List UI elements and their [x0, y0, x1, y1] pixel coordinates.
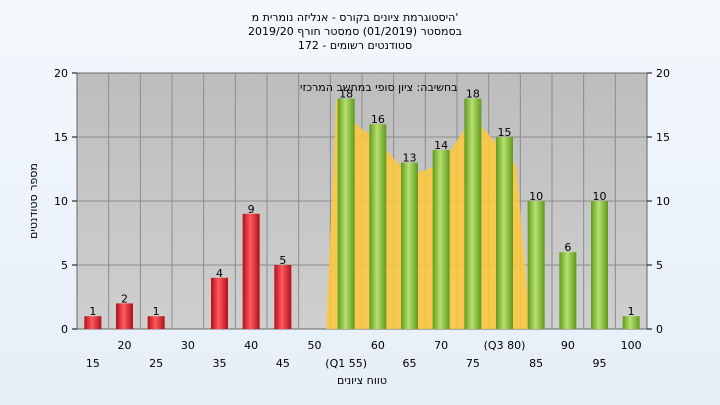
bars-group: [84, 98, 640, 329]
y-tick-label-right: 0: [656, 323, 663, 336]
bar-40: [242, 213, 260, 329]
x-tick-label-upper: 50: [308, 339, 322, 352]
data-label-80: 15: [498, 126, 512, 139]
x-tick-label-upper: 70: [434, 339, 448, 352]
x-tick-label-lower: 85: [529, 357, 543, 370]
data-label-70: 14: [434, 139, 448, 152]
y-tick-label-right: 5: [656, 259, 663, 272]
bar-35: [211, 277, 228, 329]
data-label-75: 18: [466, 88, 480, 101]
data-label-40: 9: [248, 203, 255, 216]
y-ticks-left: 0 5 10 15 20: [54, 67, 77, 336]
data-label-65: 13: [403, 152, 417, 165]
bar-70: [432, 149, 450, 329]
y-ticks-right: 0 5 10 15 20: [647, 67, 670, 336]
x-tick-label-lower: 65: [403, 357, 417, 370]
x-tick-label-lower: 15: [86, 357, 100, 370]
bar-90: [559, 252, 577, 329]
bar-95: [591, 201, 608, 329]
x-tick-label-lower: 95: [593, 357, 607, 370]
bar-85: [527, 201, 545, 329]
bar-60: [369, 124, 387, 329]
data-label-20: 2: [121, 292, 128, 305]
x-tick-label-lower: 45: [276, 357, 290, 370]
data-label-100: 1: [628, 305, 635, 318]
x-tick-label-lower: 75: [466, 357, 480, 370]
y-tick-label-left: 5: [61, 259, 68, 272]
x-tick-label-upper: 40: [244, 339, 258, 352]
x-tick-label-upper: 60: [371, 339, 385, 352]
chart-title-line-3: 172 - סטודנטים רשומים: [298, 39, 412, 52]
data-label-15: 1: [89, 305, 96, 318]
y-tick-label-left: 0: [61, 323, 68, 336]
data-label-55: 18: [339, 88, 353, 101]
data-label-95: 10: [593, 190, 607, 203]
x-tick-label-lower: (Q1 55): [325, 357, 367, 370]
y-tick-label-right: 20: [656, 67, 670, 80]
x-tick-label-upper: (Q3 80): [484, 339, 526, 352]
y-tick-label-left: 15: [54, 131, 68, 144]
y-axis-label: מספר סטודנטים: [27, 163, 40, 239]
y-tick-label-left: 10: [54, 195, 68, 208]
bar-55: [337, 98, 355, 329]
data-label-85: 10: [529, 190, 543, 203]
y-tick-label-left: 20: [54, 67, 68, 80]
bar-100: [622, 316, 640, 329]
x-tick-label-lower: 25: [149, 357, 163, 370]
data-label-25: 1: [153, 305, 160, 318]
y-tick-label-right: 15: [656, 131, 670, 144]
bar-15: [84, 316, 102, 329]
bar-25: [147, 316, 165, 329]
y-tick-label-right: 10: [656, 195, 670, 208]
x-tick-label-upper: 90: [561, 339, 575, 352]
bar-75: [464, 98, 482, 329]
x-axis-label: טווח ציונים: [337, 374, 387, 387]
x-tick-label-upper: 100: [621, 339, 642, 352]
chart-annotation: בחשיבה: ציון סופי במחשב המרכזי: [300, 81, 458, 94]
bar-20: [116, 303, 133, 329]
bar-80: [496, 137, 513, 329]
x-tick-label-lower: 35: [213, 357, 227, 370]
x-ticks: 20 30 40 50 60 70 (Q3 80) 90 100 15 25 35 45 (Q1 55) 6…: [86, 339, 642, 370]
data-label-60: 16: [371, 113, 385, 126]
x-tick-label-upper: 20: [118, 339, 132, 352]
chart-title-line-1: היסטוגרמת ציונים בקורס - אנליזה נומרית מ…: [252, 11, 459, 24]
data-label-35: 4: [216, 267, 223, 280]
chart-title-line-2: בסמסטר (01/2019) סמסטר חורף 2019/20: [248, 25, 462, 38]
bar-65: [401, 162, 418, 329]
data-label-90: 6: [564, 241, 571, 254]
x-tick-label-upper: 30: [181, 339, 195, 352]
data-label-45: 5: [279, 254, 286, 267]
bar-45: [274, 265, 292, 329]
